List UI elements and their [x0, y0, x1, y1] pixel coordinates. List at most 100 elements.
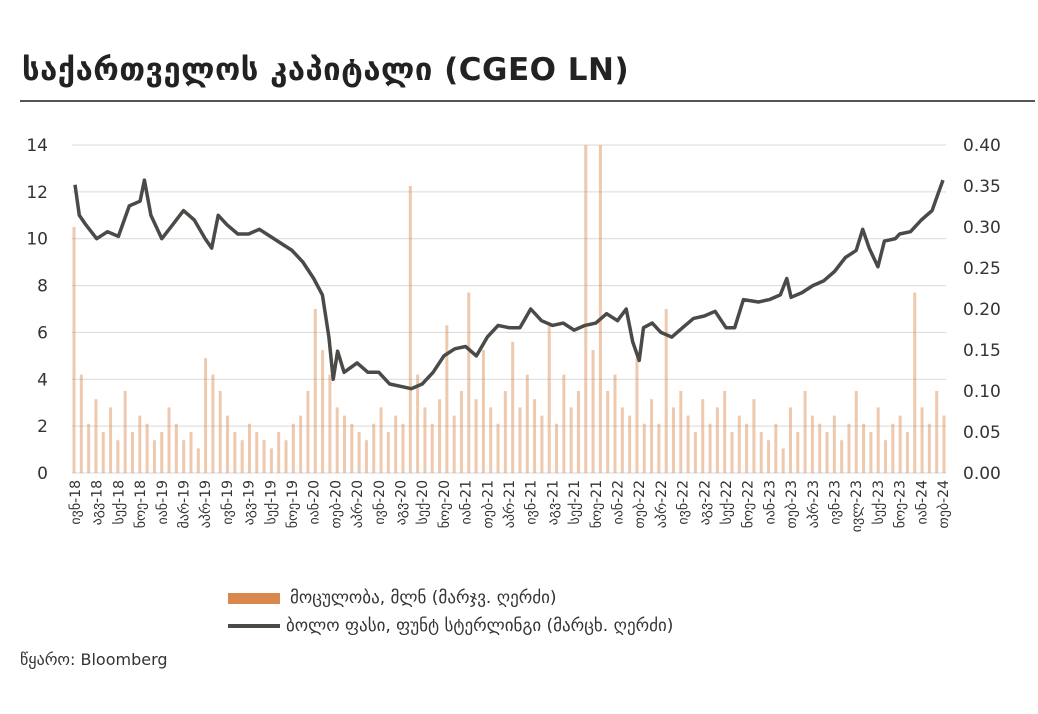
- x-axis-tick-label: თებ-21: [480, 480, 496, 528]
- x-axis-tick-label: ივლ-23: [849, 480, 865, 532]
- x-axis-tick-label: იან-21: [459, 480, 475, 525]
- volume-bar: [745, 423, 749, 473]
- legend-label-price: ბოლო ფასი, ფუნტ სტერლინგი (მარცხ. ღერძი): [286, 616, 674, 636]
- volume-bar: [321, 350, 325, 473]
- volume-bar: [715, 407, 719, 473]
- left-axis-tick-label: 10: [26, 230, 48, 250]
- volume-bar: [79, 374, 83, 473]
- volume-bar: [350, 423, 354, 473]
- x-axis-tick-label: აპრ-19: [197, 480, 214, 528]
- x-axis-tick-label: ნოე-22: [741, 480, 757, 528]
- volume-bar: [525, 374, 529, 473]
- volume-bar: [87, 423, 91, 473]
- volume-bar: [533, 399, 537, 473]
- x-axis-tick-label: სექ-21: [567, 480, 583, 524]
- x-axis-tick-label: თებ-24: [936, 480, 952, 529]
- volume-bar: [628, 415, 632, 473]
- volume-bar: [679, 391, 683, 473]
- volume-bar: [591, 350, 595, 473]
- right-axis-tick-label: 0.00: [963, 464, 1001, 484]
- volume-bar: [467, 292, 471, 473]
- volume-bar: [555, 423, 559, 473]
- legend-item-price: ბოლო ფასი, ფუნტ სტერლინგი (მარცხ. ღერძი): [228, 616, 673, 636]
- volume-bar: [160, 432, 164, 473]
- volume-bar: [174, 423, 178, 473]
- right-axis-tick-label: 0.25: [963, 259, 1001, 279]
- volume-bar: [862, 423, 866, 473]
- volume-swatch: [228, 592, 280, 604]
- left-axis-tick-label: 12: [26, 183, 48, 203]
- x-axis-tick-label: სექ-18: [111, 480, 127, 524]
- volume-bar: [335, 407, 339, 473]
- volume-bar: [686, 415, 690, 473]
- x-axis-tick-label: იან-22: [611, 480, 627, 525]
- volume-bar: [723, 391, 727, 473]
- volume-bar: [708, 423, 712, 473]
- volume-bar: [123, 391, 127, 473]
- volume-bar: [313, 309, 317, 473]
- volume-bar: [562, 374, 566, 473]
- volume-bar: [803, 391, 807, 473]
- volume-bar: [189, 432, 193, 473]
- volume-bar: [620, 407, 624, 473]
- price-swatch: [228, 624, 280, 628]
- x-axis-tick-label: სექ-20: [415, 480, 431, 524]
- volume-bar: [584, 145, 588, 473]
- volume-bar: [876, 407, 880, 473]
- volume-bar: [920, 407, 924, 473]
- volume-bar: [277, 432, 281, 473]
- volume-bar: [204, 358, 208, 473]
- volume-bar: [459, 391, 463, 473]
- volume-bar: [796, 432, 800, 473]
- x-axis-tick-label: თებ-22: [632, 480, 648, 528]
- x-axis-tick-label: აგვ-19: [242, 480, 258, 525]
- volume-bar: [430, 423, 434, 473]
- volume-bar: [540, 415, 544, 473]
- x-axis-tick-label: აპრ-20: [349, 480, 366, 528]
- volume-bar: [328, 374, 332, 473]
- x-axis-tick-label: ივნ-22: [676, 480, 692, 525]
- volume-bar: [401, 423, 405, 473]
- volume-bar: [701, 399, 705, 473]
- x-axis-tick-label: აგვ-20: [394, 480, 410, 525]
- volume-bar: [372, 423, 376, 473]
- volume-bar: [650, 399, 654, 473]
- volume-bar: [810, 415, 814, 473]
- left-axis-tick-label: 6: [37, 323, 48, 343]
- volume-bar: [130, 432, 134, 473]
- x-axis-tick-label: სექ-23: [871, 480, 887, 524]
- volume-bar: [664, 309, 668, 473]
- volume-bar: [167, 407, 171, 473]
- left-axis-tick-label: 2: [37, 417, 48, 437]
- volume-bar: [364, 440, 368, 473]
- x-axis-tick-label: ივნ-20: [372, 480, 388, 525]
- volume-bar: [598, 145, 602, 473]
- volume-bar: [942, 415, 946, 473]
- x-axis-tick-label: იან-19: [155, 480, 171, 525]
- volume-bar: [869, 432, 873, 473]
- volume-bar: [737, 415, 741, 473]
- volume-bar: [218, 391, 222, 473]
- volume-bar: [94, 399, 98, 473]
- volume-bar: [767, 440, 771, 473]
- x-axis-tick-label: ნოე-18: [133, 480, 149, 528]
- x-axis-tick-label: აგვ-21: [545, 480, 561, 525]
- chart-title: საქართველოს კაპიტალი (CGEO LN): [22, 52, 630, 88]
- volume-bar: [109, 407, 113, 473]
- volume-bar: [386, 432, 390, 473]
- x-axis-tick-label: აპრ-21: [501, 480, 518, 528]
- x-axis-tick-label: ნოე-20: [437, 480, 453, 528]
- left-axis-tick-label: 8: [37, 277, 48, 297]
- x-axis-tick-label: აპრ-22: [653, 480, 670, 528]
- right-axis-tick-label: 0.05: [963, 423, 1001, 443]
- right-axis-tick-label: 0.35: [963, 177, 1001, 197]
- x-axis-tick-label: აპრ-23: [805, 480, 822, 528]
- left-axis-tick-label: 14: [26, 136, 48, 156]
- x-axis-tick-label: იან-23: [762, 480, 778, 525]
- volume-bar: [226, 415, 230, 473]
- x-axis-tick-label: თებ-23: [784, 480, 800, 528]
- volume-bar: [233, 432, 237, 473]
- volume-bar: [101, 432, 105, 473]
- volume-bar: [547, 325, 551, 473]
